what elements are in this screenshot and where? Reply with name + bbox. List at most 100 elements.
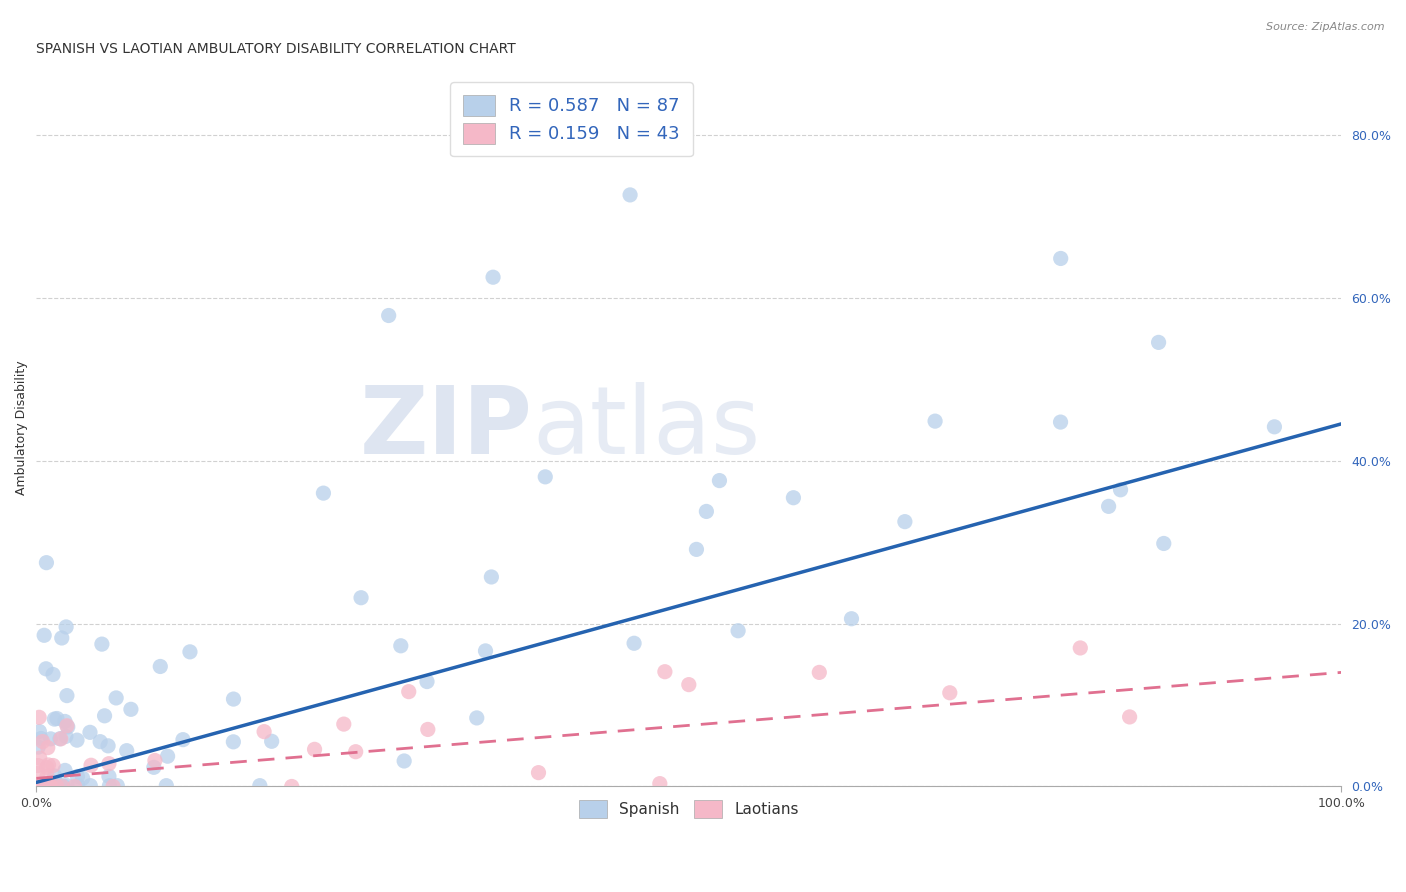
Point [42, 779, 65, 793]
Point [49, 731, 72, 746]
Point [782, 491, 804, 505]
Point [28, 710, 51, 724]
Point [465, 711, 488, 725]
Point [1147, 335, 1170, 350]
Point [66, 769, 89, 783]
Point [678, 678, 700, 692]
Point [44, 712, 66, 726]
Point [1153, 536, 1175, 550]
Point [31, 780, 53, 794]
Point [619, 188, 641, 202]
Point [143, 754, 166, 768]
Point [222, 692, 245, 706]
Point [416, 723, 439, 737]
Y-axis label: Ambulatory Disability: Ambulatory Disability [15, 360, 28, 495]
Point [105, 779, 128, 793]
Point [479, 570, 502, 584]
Point [260, 734, 283, 748]
Point [55, 620, 77, 634]
Point [1097, 500, 1119, 514]
Point [53, 764, 76, 778]
Point [34, 779, 56, 793]
Point [31, 734, 53, 748]
Point [31, 780, 53, 794]
Point [894, 515, 917, 529]
Point [27, 758, 49, 772]
Point [90, 637, 112, 651]
Point [42, 758, 65, 772]
Point [97, 756, 120, 771]
Point [35, 780, 58, 794]
Point [32, 778, 55, 792]
Point [28, 779, 51, 793]
Point [28, 724, 51, 739]
Point [51, 631, 73, 645]
Point [41, 779, 63, 793]
Point [55, 730, 77, 744]
Point [32, 779, 55, 793]
Point [30, 780, 52, 794]
Point [93, 708, 115, 723]
Point [32, 628, 55, 642]
Point [304, 742, 326, 756]
Point [27, 766, 49, 780]
Point [35, 760, 58, 774]
Point [312, 486, 335, 500]
Point [35, 769, 58, 783]
Point [115, 744, 138, 758]
Point [648, 776, 671, 790]
Point [253, 724, 276, 739]
Point [727, 624, 749, 638]
Point [39, 731, 62, 746]
Point [97, 769, 120, 783]
Point [156, 749, 179, 764]
Point [45, 779, 67, 793]
Point [1109, 483, 1132, 497]
Point [79, 725, 101, 739]
Point [333, 717, 356, 731]
Point [695, 504, 717, 518]
Point [344, 745, 367, 759]
Point [808, 665, 831, 680]
Point [249, 779, 271, 793]
Point [28, 779, 51, 793]
Point [49, 731, 72, 746]
Point [377, 309, 399, 323]
Legend: Spanish, Laotians: Spanish, Laotians [571, 792, 806, 825]
Point [56, 779, 79, 793]
Point [39, 780, 62, 794]
Point [52, 779, 75, 793]
Point [72, 772, 94, 786]
Point [280, 780, 302, 794]
Point [1118, 710, 1140, 724]
Point [56, 719, 79, 733]
Point [66, 733, 89, 747]
Point [534, 470, 557, 484]
Text: SPANISH VS LAOTIAN AMBULATORY DISABILITY CORRELATION CHART: SPANISH VS LAOTIAN AMBULATORY DISABILITY… [37, 42, 516, 56]
Point [142, 760, 165, 774]
Point [172, 732, 194, 747]
Point [45, 779, 67, 793]
Point [623, 636, 645, 650]
Point [31, 779, 53, 793]
Point [1049, 415, 1071, 429]
Point [350, 591, 373, 605]
Point [27, 740, 49, 755]
Point [53, 714, 76, 729]
Point [89, 734, 111, 748]
Point [28, 779, 51, 793]
Point [101, 780, 124, 794]
Point [120, 702, 142, 716]
Text: Source: ZipAtlas.com: Source: ZipAtlas.com [1267, 22, 1385, 32]
Point [389, 639, 412, 653]
Point [709, 474, 731, 488]
Point [924, 414, 946, 428]
Point [654, 665, 676, 679]
Point [49, 779, 72, 793]
Point [685, 542, 707, 557]
Point [149, 659, 172, 673]
Point [1263, 419, 1285, 434]
Point [98, 779, 121, 793]
Point [1069, 640, 1091, 655]
Point [79, 779, 101, 793]
